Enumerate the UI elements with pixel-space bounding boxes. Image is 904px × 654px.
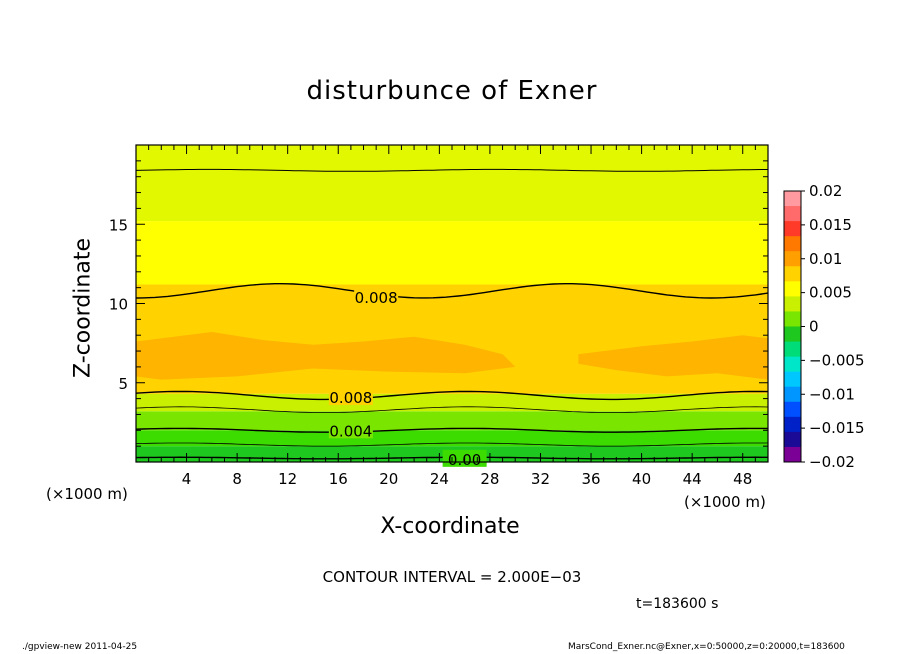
- time-stamp: t=183600 s: [636, 596, 719, 612]
- colorbar-segment: [784, 221, 801, 237]
- field-bands: [136, 145, 768, 462]
- colorbar-segment: [784, 386, 801, 403]
- colorbar-segment: [784, 431, 801, 448]
- colorbar-tick-label: 0.01: [809, 250, 842, 268]
- colorbar-segment: [784, 281, 801, 297]
- x-tick-label: 8: [232, 470, 242, 488]
- contour-label-bg: [354, 288, 399, 306]
- contour-label-bg: [328, 421, 373, 439]
- contour-interval-text: CONTOUR INTERVAL = 2.000E−03: [322, 568, 582, 586]
- x-tick-label: 48: [733, 470, 752, 488]
- colorbar-segment: [784, 341, 801, 358]
- colorbar-tick-label: −0.02: [809, 453, 855, 471]
- field-band-2: [136, 411, 768, 431]
- x-tick-label: 12: [278, 470, 297, 488]
- colorbar-segment: [784, 446, 801, 463]
- contour-line-0.008-lower: [136, 390, 768, 401]
- field-band-1: [136, 430, 768, 447]
- field-band-5: [136, 221, 768, 285]
- colorbar-segment: [784, 401, 801, 418]
- x-tick-label: 36: [581, 470, 600, 488]
- colorbar-tick-label: 0.02: [809, 182, 842, 200]
- colorbar-segment: [784, 296, 801, 312]
- contour-line-0.002: [136, 442, 768, 447]
- contour-label-bg: [328, 388, 373, 406]
- y-tick-label: 15: [109, 216, 128, 234]
- colorbar-segment: [784, 356, 801, 373]
- x-tick-label: 20: [379, 470, 398, 488]
- footer-left-text: ./gpview-new 2011-04-25: [22, 642, 138, 652]
- x-axis-label: X-coordinate: [380, 514, 520, 539]
- chart-title: disturbunce of Exner: [306, 76, 598, 106]
- field-max-region-left: [136, 332, 516, 380]
- contour-line-0.006: [136, 406, 768, 413]
- contour-label: 0.004: [329, 422, 372, 440]
- contour-line-0.004: [136, 427, 768, 433]
- colorbar-segment: [784, 416, 801, 433]
- colorbar-tick-label: 0: [809, 318, 819, 336]
- colorbar-tick-label: 0.015: [809, 216, 852, 234]
- x-unit-label-left: (×1000 m): [46, 485, 128, 503]
- contour-line-0.008-upper: [136, 283, 768, 299]
- footer-right-text: MarsCond_Exner.nc@Exner,x=0:50000,z=0:20…: [568, 642, 845, 652]
- colorbar-segment: [784, 191, 801, 207]
- contour-label: 0.008: [355, 289, 398, 307]
- contour-line-upper: [136, 168, 768, 172]
- y-tick-label: 10: [109, 296, 128, 314]
- x-tick-label: 32: [531, 470, 550, 488]
- field-max-region-right: [578, 335, 768, 380]
- contour-label: 0.008: [329, 389, 372, 407]
- colorbar-tick-label: −0.005: [809, 351, 865, 369]
- colorbar-tick-label: −0.01: [809, 385, 855, 403]
- field-band-6: [136, 145, 768, 222]
- x-tick-label: 28: [480, 470, 499, 488]
- x-tick-label: 40: [632, 470, 651, 488]
- y-tick-label: 5: [118, 375, 128, 393]
- y-axis-label: Z-coordinate: [70, 238, 96, 378]
- colorbar-segment: [784, 206, 801, 222]
- x-tick-label: 44: [683, 470, 702, 488]
- x-tick-label: 24: [430, 470, 449, 488]
- colorbar-segment: [784, 311, 801, 327]
- colorbar-segment: [784, 236, 801, 252]
- colorbar-segment: [784, 326, 801, 343]
- colorbar-segment: [784, 371, 801, 388]
- colorbar-segment: [784, 251, 801, 267]
- x-tick-label: 4: [182, 470, 192, 488]
- colorbar-segment: [784, 266, 801, 282]
- x-tick-label: 16: [329, 470, 348, 488]
- colorbar-tick-label: −0.015: [809, 419, 865, 437]
- x-unit-label-right: (×1000 m): [684, 493, 766, 511]
- colorbar-tick-label: 0.005: [809, 284, 852, 302]
